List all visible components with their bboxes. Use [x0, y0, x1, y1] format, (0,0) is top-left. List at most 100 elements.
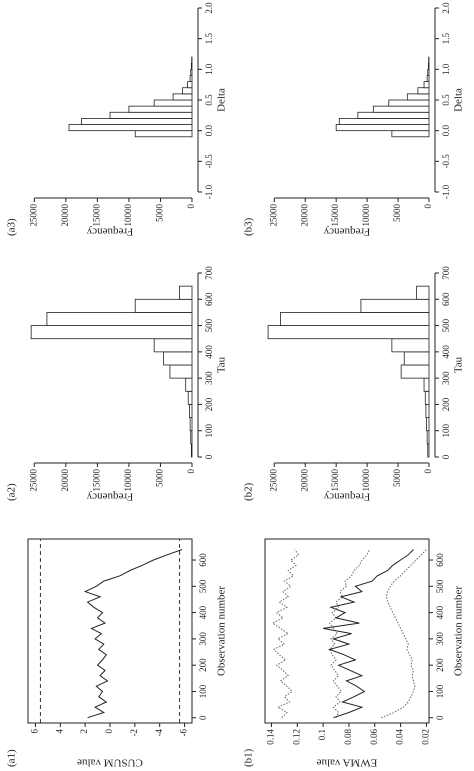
plot-frame [264, 538, 430, 724]
x-tick-label: 2.0 [204, 2, 214, 14]
y-tick-label: 0.06 [369, 729, 379, 745]
histogram-bar [388, 99, 430, 107]
histogram-bar [427, 68, 430, 76]
histogram-bar [187, 81, 193, 89]
y-tick-label: 15000 [91, 204, 101, 227]
rotated-figure: (a1) Observation number CUSUM value -6 -4 -2 0… [6, 2, 465, 769]
x-axis-label: Tau [216, 356, 228, 373]
histogram-bar [46, 312, 193, 326]
histogram-bar [172, 93, 193, 101]
histogram-bar [423, 81, 430, 89]
x-tick-label: 500 [441, 318, 451, 332]
histogram-bar [190, 62, 193, 70]
y-tick-label: -6 [179, 729, 189, 737]
histogram-bar [360, 298, 430, 313]
histogram-bar [280, 312, 430, 326]
x-tick-label: 0.5 [441, 94, 451, 106]
x-tick-label: 1.5 [441, 33, 451, 45]
x-tick-label: 0 [441, 454, 451, 459]
histogram-bar [81, 117, 193, 125]
x-tick-label: -1.0 [441, 184, 451, 199]
histogram-bar [30, 325, 193, 340]
x-tick-label: 200 [198, 658, 208, 672]
x-tick-label: 500 [198, 579, 208, 593]
histogram-bar [426, 75, 430, 82]
y-axis-label: CUSUM value [77, 756, 143, 768]
y-tick-label: 2 [79, 729, 89, 734]
histogram-bar [427, 62, 430, 70]
y-tick-label: 0.08 [343, 729, 353, 745]
x-tick-label: 600 [204, 292, 214, 306]
y-tick-label: 20000 [60, 204, 70, 227]
panel-label: (b1) [243, 748, 255, 767]
histogram-bar [153, 338, 193, 353]
x-tick-label: -0.5 [204, 154, 214, 169]
y-tick-label: 4 [54, 729, 64, 734]
x-tick-label: 0.0 [204, 125, 214, 137]
x-tick-label: 300 [441, 371, 451, 385]
x-tick-label: 400 [435, 605, 445, 619]
y-tick-label: 25000 [268, 204, 278, 227]
histogram-bar [403, 351, 430, 366]
y-tick-label: 0.04 [395, 729, 405, 745]
x-tick-label: 700 [441, 266, 451, 280]
y-tick-label: 15000 [330, 469, 340, 492]
x-tick-label: 200 [441, 397, 451, 411]
histogram-bar [372, 105, 430, 113]
x-axis-label: Delta [453, 88, 465, 112]
y-tick-label: -2 [129, 729, 139, 737]
histogram-bar [178, 285, 193, 300]
x-tick-label: 700 [204, 266, 214, 280]
plot-frame [27, 538, 193, 724]
histogram-bar [109, 111, 193, 119]
y-tick-label: 10000 [361, 204, 371, 227]
panel: (a2)TauFrequency050001000015000200002500… [6, 266, 228, 503]
x-tick-label: 500 [435, 579, 445, 593]
histogram-bar [189, 404, 193, 418]
y-axis-label: Frequency [323, 490, 370, 502]
histogram-bar [424, 390, 430, 405]
x-tick-label: 300 [204, 371, 214, 385]
x-tick-label: 100 [204, 423, 214, 437]
y-tick-label: 5000 [155, 469, 165, 488]
y-tick-label: 10000 [361, 469, 371, 492]
histogram-bar [134, 130, 193, 138]
histogram-bar [406, 93, 430, 101]
y-tick-label: 0 [186, 469, 196, 474]
x-tick-label: 500 [204, 318, 214, 332]
x-tick-label: 1.0 [441, 63, 451, 75]
y-tick-label: 25000 [28, 469, 38, 492]
histogram-bar [187, 390, 193, 405]
panel-label: (a1) [6, 749, 18, 767]
histogram-bar [134, 298, 193, 313]
x-tick-label: 400 [198, 605, 208, 619]
panel-label: (b2) [243, 482, 255, 501]
histogram-bar [68, 124, 193, 132]
x-tick-label: 400 [441, 345, 451, 359]
histogram-bar [400, 364, 430, 379]
histogram-bar [426, 417, 430, 432]
x-tick-label: 400 [204, 345, 214, 359]
histogram-bar [357, 111, 430, 119]
panel: (a3) Delta Frequency 0 5000 10000 15000 20000 25… [6, 2, 228, 238]
y-tick-label: 0.1 [317, 729, 327, 740]
histogram-bar [153, 99, 193, 107]
x-tick-label: 100 [441, 423, 451, 437]
series-line [328, 549, 371, 718]
y-tick-label: 20000 [299, 469, 309, 492]
x-axis-label: Tau [453, 356, 465, 373]
y-axis-label: Frequency [86, 225, 133, 237]
x-axis-label: Observation number [453, 586, 465, 676]
histogram-bar [423, 377, 430, 392]
x-tick-label: 600 [441, 292, 451, 306]
x-tick-label: 1.0 [204, 63, 214, 75]
histogram-bar [335, 124, 430, 132]
x-tick-label: 0.5 [204, 94, 214, 106]
panel: (b1) Observation number EWMA value 0.02 0.04… [243, 538, 465, 768]
x-tick-label: 300 [435, 632, 445, 646]
panel-label: (b3) [243, 217, 255, 236]
histogram-bar [416, 285, 430, 300]
series-line [381, 549, 427, 719]
panel: (b3) Delta Frequency 0 5000 10000 15000 20000 25… [243, 2, 465, 238]
